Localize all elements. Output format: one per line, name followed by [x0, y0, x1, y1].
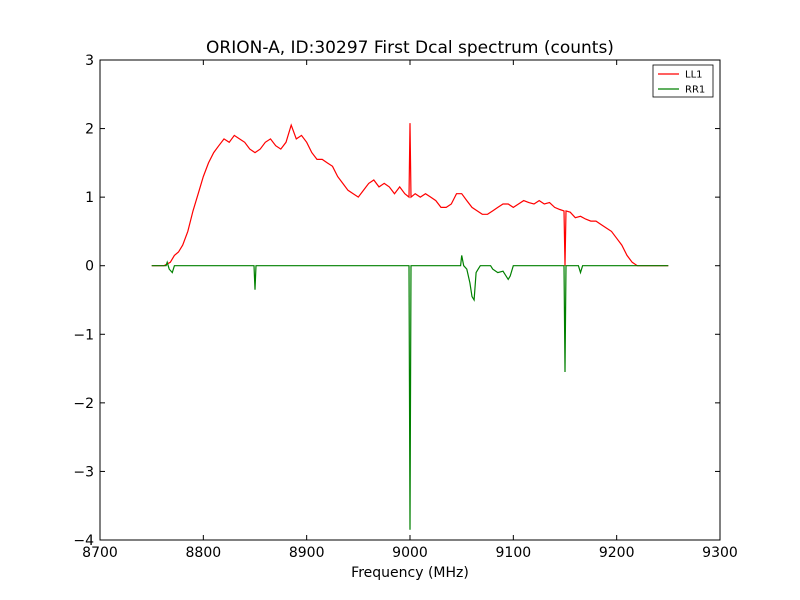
tick-layer: 8700 8800 8900 9000 9100 9200 9300 −4 −3 −2 −1 0 1 2 3: [73, 53, 737, 561]
x-tick-label: 9300: [702, 545, 738, 561]
series-layer: [151, 123, 669, 530]
legend-label-rr1: RR1: [685, 85, 705, 96]
x-tick-label: 8800: [186, 545, 222, 561]
y-tick-label: 1: [85, 190, 94, 206]
x-tick-label: 9000: [392, 545, 428, 561]
x-tick-label: 8700: [82, 545, 118, 561]
y-tick-label: −1: [73, 327, 94, 343]
y-tick-label: −3: [73, 464, 94, 480]
legend-box: [652, 64, 714, 98]
x-tick-label: 9200: [599, 545, 635, 561]
series-line-rr1: [151, 255, 669, 530]
x-tick-label: 8900: [289, 545, 325, 561]
series-line-ll1: [151, 123, 669, 267]
x-tick-label: 9100: [496, 545, 532, 561]
y-tick-label: 3: [85, 53, 94, 69]
chart-title: ORION-A, ID:30297 First Dcal spectrum (c…: [206, 38, 614, 58]
x-axis-label: Frequency (MHz): [351, 565, 469, 581]
y-tick-label: −4: [73, 533, 94, 549]
y-tick-label: 2: [85, 122, 94, 138]
y-tick-label: 0: [85, 259, 94, 275]
legend-label-ll1: LL1: [685, 70, 703, 81]
y-tick-label: −2: [73, 396, 94, 412]
